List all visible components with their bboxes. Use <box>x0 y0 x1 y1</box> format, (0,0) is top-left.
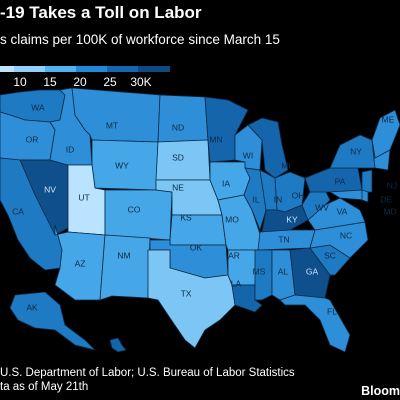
state-label-wa: WA <box>31 102 45 112</box>
state-label-sd: SD <box>172 152 184 162</box>
state-label-ny: NY <box>350 146 362 156</box>
state-label-or: OR <box>26 134 39 144</box>
state-nj <box>361 169 373 193</box>
state-label-fl: FL <box>327 306 337 316</box>
state-label-az: AZ <box>75 258 86 268</box>
state-hi <box>109 337 127 353</box>
state-label-mt: MT <box>106 120 118 130</box>
state-label-va: VA <box>337 206 348 216</box>
legend-swatch <box>107 66 138 72</box>
state-label-md: MD <box>383 206 396 216</box>
state-label-ky: KY <box>286 214 298 224</box>
state-label-la: LA <box>231 278 242 288</box>
legend-swatch <box>45 66 76 72</box>
state-fl <box>279 294 351 353</box>
state-label-nm: NM <box>117 250 130 260</box>
color-legend: 10 15 20 25 30K <box>0 66 175 94</box>
legend-swatch <box>14 66 45 72</box>
map-title: -19 Takes a Toll on Labor <box>0 3 202 22</box>
state-label-co: CO <box>128 204 141 214</box>
legend-tick-label: 20 <box>73 75 87 89</box>
state-label-ar: AR <box>228 250 240 260</box>
legend-tick-label: 10 <box>13 75 27 89</box>
state-label-sc: SC <box>324 250 336 260</box>
state-label-me: ME <box>382 114 395 124</box>
state-label-ca: CA <box>12 206 24 216</box>
state-label-de: DE <box>380 194 392 204</box>
state-label-nv: NV <box>44 184 56 194</box>
state-label-ia: IA <box>222 178 230 188</box>
state-md <box>328 189 366 201</box>
state-label-in: IN <box>274 194 283 204</box>
state-label-tx: TX <box>181 288 192 298</box>
data-date-line: ta as of May 21th <box>0 381 89 393</box>
state-ak <box>9 291 97 351</box>
state-label-nd: ND <box>172 122 184 132</box>
state-label-il: IL <box>252 194 259 204</box>
state-label-ne: NE <box>172 182 184 192</box>
state-co <box>104 189 173 241</box>
state-label-al: AL <box>278 266 289 276</box>
state-wy <box>91 139 159 191</box>
legend-swatch <box>76 66 107 72</box>
brand-logo: Bloom <box>361 384 400 398</box>
state-label-ok: OK <box>190 242 203 252</box>
legend-swatch <box>138 66 170 72</box>
state-label-ga: GA <box>306 266 319 276</box>
state-label-wv: WV <box>315 202 329 212</box>
state-label-ut: UT <box>78 192 89 202</box>
state-label-tn: TN <box>278 234 289 244</box>
state-label-nj: NJ <box>387 180 397 190</box>
state-label-nc: NC <box>340 230 352 240</box>
state-label-mo: MO <box>225 214 239 224</box>
state-label-ms: MS <box>253 266 266 276</box>
state-label-ks: KS <box>180 212 192 222</box>
state-tx <box>147 249 236 349</box>
state-pa <box>304 167 363 193</box>
state-label-mi: MI <box>281 160 290 170</box>
state-label-id: ID <box>66 144 75 154</box>
state-az <box>54 224 106 301</box>
state-label-wy: WY <box>115 160 129 170</box>
state-label-wi: WI <box>243 150 253 160</box>
legend-tick-label: 15 <box>43 75 57 89</box>
legend-tick-label: 30K <box>130 75 152 89</box>
state-mi <box>247 117 289 179</box>
state-label-oh: OH <box>292 190 305 200</box>
source-line: U.S. Department of Labor; U.S. Bureau of… <box>0 367 295 379</box>
map-subtitle: s claims per 100K of workforce since Mar… <box>0 32 280 47</box>
state-de <box>361 189 369 203</box>
state-label-mn: MN <box>209 134 222 144</box>
legend-tick-label: 25 <box>103 75 117 89</box>
state-nd <box>157 94 209 143</box>
legend-swatch <box>0 66 14 72</box>
legend-color-bar <box>0 66 170 72</box>
state-ks <box>169 214 227 246</box>
state-label-pa: PA <box>335 176 346 186</box>
state-new-england <box>371 139 391 171</box>
state-label-ak: AK <box>26 302 38 312</box>
source-note: U.S. Department of Labor; U.S. Bureau of… <box>0 366 300 394</box>
state-ga <box>289 247 331 299</box>
state-nm <box>99 234 151 301</box>
